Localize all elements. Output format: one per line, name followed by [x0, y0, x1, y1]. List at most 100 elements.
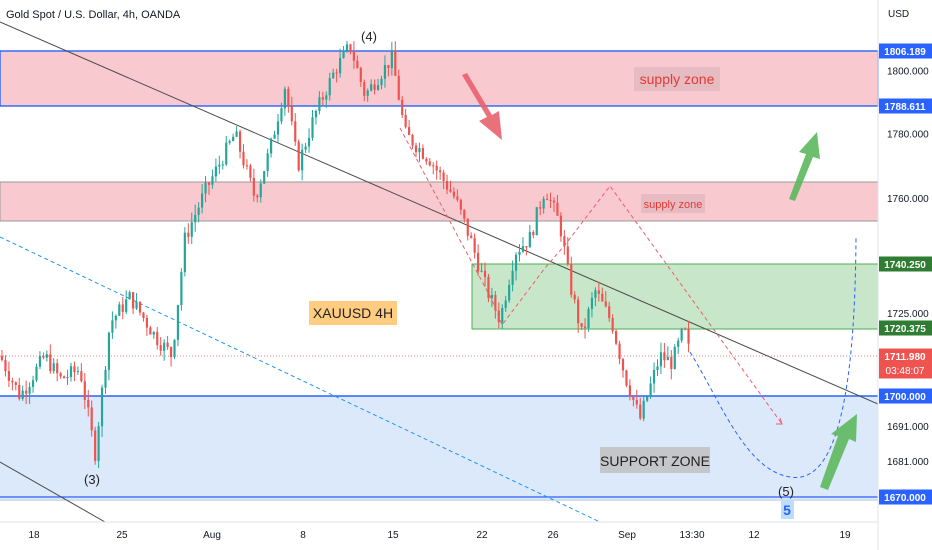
candle-body	[370, 84, 373, 91]
candle-body	[245, 165, 249, 167]
candle-body	[49, 354, 52, 372]
candle-body	[342, 50, 345, 58]
candle-body	[635, 399, 638, 405]
candle-body	[646, 396, 649, 401]
candle-body	[4, 360, 7, 372]
candle-body	[214, 166, 217, 177]
candle-body	[445, 180, 449, 190]
currency-label: USD	[888, 9, 910, 20]
candle-body	[318, 97, 321, 111]
candle-body	[211, 176, 214, 185]
candle-body	[397, 75, 400, 100]
candle-body	[218, 164, 221, 167]
candle-body	[466, 218, 469, 236]
price-label-1700.000: 1700.000	[884, 392, 926, 403]
price-label-box	[879, 388, 932, 404]
price-tick-label: 1780.000	[887, 130, 929, 141]
projection-layer	[399, 127, 857, 478]
candle-body	[421, 148, 424, 159]
candle-body	[597, 290, 600, 294]
candle-body	[266, 153, 269, 172]
candle-body	[428, 161, 431, 166]
candle-body	[380, 78, 383, 86]
symbol-label: XAUUSD 4H	[313, 305, 393, 321]
red-down-arrow	[462, 73, 502, 140]
demand-zone	[471, 263, 879, 330]
candle-body	[138, 301, 142, 313]
candles-layer	[0, 40, 690, 469]
candle-body	[439, 170, 442, 173]
candle-body	[83, 381, 86, 400]
candle-body	[159, 345, 162, 351]
candle-body	[56, 363, 59, 374]
candle-body	[663, 352, 666, 361]
price-tick-label: 1691.000	[887, 422, 929, 433]
candle-body	[373, 84, 376, 90]
price-label-1806.189: 1806.189	[884, 47, 926, 58]
candle-body	[366, 90, 369, 96]
candle-body	[335, 72, 338, 74]
candle-body	[325, 95, 328, 100]
candle-body	[452, 191, 456, 197]
candle-body	[625, 370, 628, 386]
candle-body	[590, 297, 594, 309]
time-tick-label: 25	[116, 530, 128, 541]
candle-body	[25, 390, 28, 394]
price-label-box	[879, 43, 932, 59]
candle-body	[656, 366, 659, 370]
candle-body	[11, 380, 14, 383]
candle-body	[187, 232, 190, 237]
price-label-box	[879, 348, 932, 379]
candle-body	[111, 320, 114, 333]
price-label-box	[879, 256, 932, 272]
candle-body	[256, 195, 259, 198]
candle-body	[87, 399, 90, 408]
candle-body	[473, 238, 476, 253]
lower-trendline	[0, 461, 106, 522]
candle-body	[242, 151, 245, 166]
candle-body	[118, 304, 121, 316]
candle-body	[539, 207, 542, 209]
candle-body	[63, 376, 66, 379]
candle-body	[238, 131, 242, 152]
time-tick-label: 8	[300, 530, 306, 541]
candle-body	[21, 390, 24, 399]
candle-body	[639, 404, 642, 419]
candle-body	[194, 214, 197, 223]
candle-body	[18, 384, 21, 399]
candle-body	[628, 385, 631, 397]
candle-body	[294, 121, 297, 142]
candle-body	[332, 72, 335, 79]
candle-body	[684, 328, 687, 330]
candle-body	[176, 305, 180, 340]
candle-body	[142, 312, 145, 318]
candle-body	[301, 149, 304, 171]
price-tick-label: 1800.000	[887, 66, 929, 77]
candle-body	[580, 323, 583, 327]
candle-body	[394, 50, 397, 76]
candle-body	[152, 331, 155, 335]
candle-body	[480, 270, 483, 272]
candle-body	[521, 246, 525, 252]
candle-body	[270, 138, 273, 154]
price-label-1670.000: 1670.000	[884, 493, 926, 504]
candle-body	[125, 299, 128, 312]
candle-body	[183, 232, 186, 273]
candle-body	[532, 232, 535, 236]
candle-body	[287, 88, 290, 107]
candle-body	[352, 50, 355, 61]
candle-body	[304, 146, 307, 150]
candle-body	[490, 294, 493, 299]
candle-body	[408, 127, 411, 135]
candle-body	[166, 342, 169, 348]
candle-body	[249, 165, 252, 178]
candle-body	[204, 182, 207, 194]
candle-body	[487, 277, 490, 299]
price-label-1711.980: 1711.980	[884, 352, 926, 363]
candle-body	[518, 251, 521, 255]
candle-body	[390, 50, 393, 69]
candle-body	[314, 110, 318, 118]
candle-body	[149, 327, 152, 335]
candle-body	[297, 141, 300, 171]
